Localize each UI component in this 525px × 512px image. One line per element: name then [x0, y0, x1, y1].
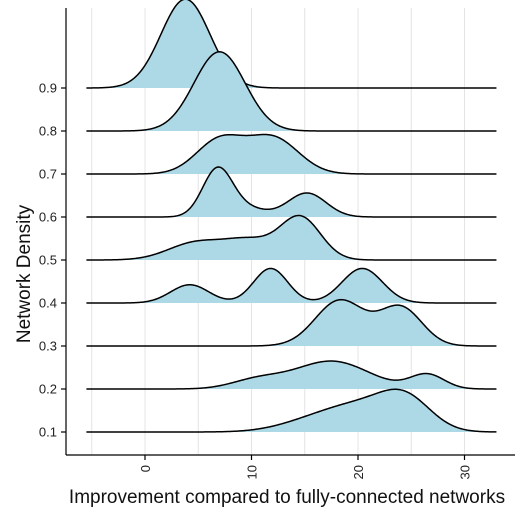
- ridge-area-0-8: [86, 51, 497, 131]
- ridge-line-0-2: [86, 360, 497, 390]
- ridge-area-0-3: [86, 299, 497, 346]
- ridge-line-0-7: [86, 133, 497, 175]
- ridge-area-0-6: [86, 167, 497, 217]
- ridge-area-0-4: [86, 268, 497, 303]
- x-tick-label: 30: [458, 465, 473, 479]
- y-tick-label: 0.9: [39, 81, 57, 96]
- y-tick-label: 0.4: [39, 296, 57, 311]
- ridge-area-0-9: [86, 0, 497, 88]
- y-tick-label: 0.3: [39, 339, 57, 354]
- y-tick-label: 0.8: [39, 124, 57, 139]
- ridges: [86, 0, 497, 433]
- x-tick-label: 10: [245, 465, 260, 479]
- ridge-line-0-3: [86, 298, 497, 347]
- y-tick-label: 0.2: [39, 382, 57, 397]
- y-axis-title: Network Density: [14, 204, 35, 343]
- ridge-line-0-8: [86, 51, 497, 132]
- ridge-area-0-2: [86, 361, 497, 389]
- ridge-line-0-1: [86, 388, 497, 433]
- x-tick-label: 0: [138, 465, 153, 472]
- ridge-area-0-5: [86, 215, 497, 260]
- y-tick-label: 0.1: [39, 425, 57, 440]
- x-axis-title: Improvement compared to fully-connected …: [69, 487, 505, 508]
- y-tick-label: 0.7: [39, 167, 57, 182]
- ridge-area-0-7: [86, 134, 497, 174]
- ridge-line-0-4: [86, 267, 497, 304]
- y-tick-label: 0.5: [39, 253, 57, 268]
- ridge-line-0-5: [86, 214, 497, 261]
- axes: 0.9 0.8 0.7 0.6 0.5 0.4 0.3 0.2 0.1 0 10 20 30: [39, 8, 515, 479]
- y-tick-label: 0.6: [39, 210, 57, 225]
- ridge-area-0-1: [86, 389, 497, 432]
- x-tick-label: 20: [351, 465, 366, 479]
- ridge-line-0-6: [86, 166, 497, 218]
- ridge-line-0-9: [86, 0, 497, 89]
